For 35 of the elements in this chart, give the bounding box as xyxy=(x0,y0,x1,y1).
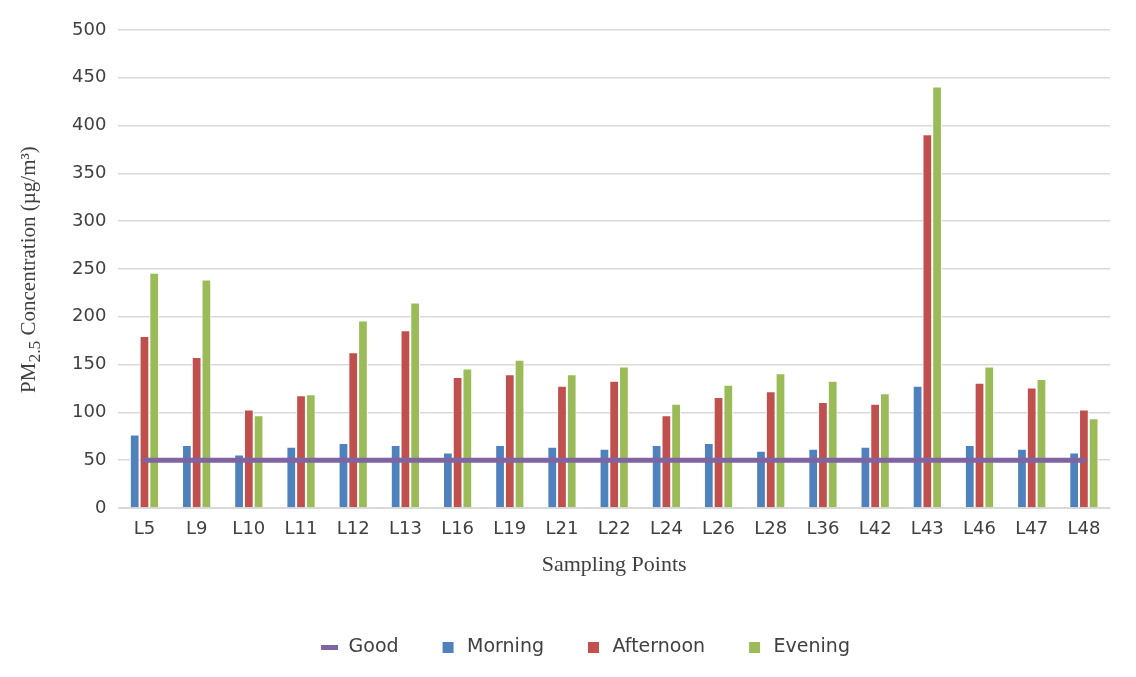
legend-label: Morning xyxy=(467,634,544,657)
y-tick-label: 100 xyxy=(72,400,107,422)
legend-label: Evening xyxy=(773,634,850,657)
y-tick-label: 250 xyxy=(72,256,107,278)
x-tick-label: L47 xyxy=(1015,517,1049,539)
x-tick-label: L36 xyxy=(806,517,840,539)
y-tick-label: 350 xyxy=(72,161,107,183)
x-tick-label: L26 xyxy=(702,517,736,539)
x-tick-label: L19 xyxy=(493,517,527,539)
y-tick-label: 50 xyxy=(83,447,107,469)
x-axis-title: Sampling Points xyxy=(541,550,687,576)
x-tick-label: L24 xyxy=(649,517,683,539)
y-tick-label: 400 xyxy=(72,113,107,135)
x-tick-label: L28 xyxy=(754,517,788,539)
legend-label: Good xyxy=(348,634,399,657)
y-tick-label: 500 xyxy=(72,17,107,39)
x-tick-label: L5 xyxy=(133,517,156,539)
y-tick-label: 450 xyxy=(72,65,107,87)
x-tick-label: L46 xyxy=(963,517,996,539)
x-tick-label: L48 xyxy=(1067,517,1101,539)
x-tick-label: L43 xyxy=(910,517,944,539)
x-tick-label: L16 xyxy=(441,517,475,539)
x-tick-label: L9 xyxy=(185,517,208,539)
x-tick-label: L13 xyxy=(388,517,422,539)
y-tick-label: 150 xyxy=(72,352,107,374)
y-tick-label: 200 xyxy=(72,304,107,326)
x-tick-label: L12 xyxy=(336,517,370,539)
x-tick-label: L11 xyxy=(284,517,318,539)
y-tick-label: 0 xyxy=(94,495,107,517)
x-tick-label: L42 xyxy=(858,517,892,539)
x-tick-label: L22 xyxy=(597,517,631,539)
legend-label: Afternoon xyxy=(612,634,706,657)
y-tick-label: 300 xyxy=(72,208,107,230)
x-tick-label: L10 xyxy=(232,517,266,539)
x-tick-label: L21 xyxy=(545,517,579,539)
